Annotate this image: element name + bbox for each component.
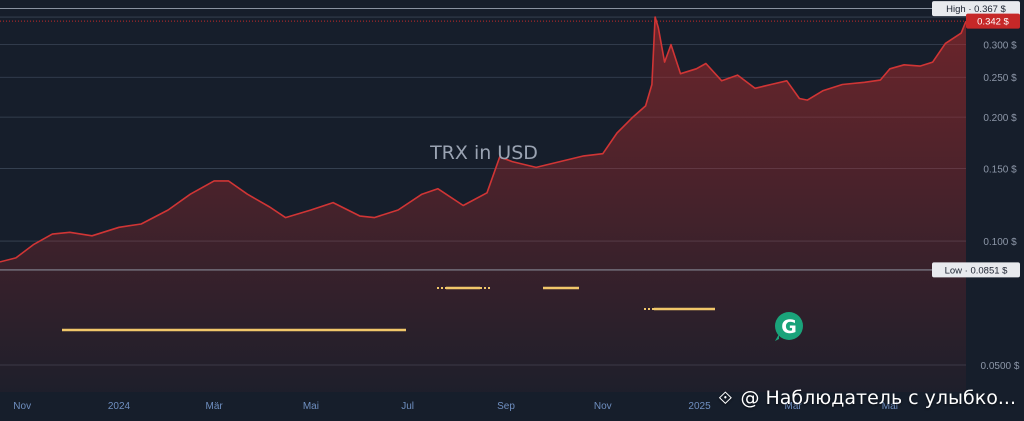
low-label: Low bbox=[945, 265, 963, 276]
current-value: 0.342 $ bbox=[977, 17, 1009, 28]
high-value: 0.367 $ bbox=[974, 4, 1006, 15]
price-badges: High · 0.367 $ 0.342 $ Low · 0.0851 $ bbox=[932, 1, 1020, 278]
current-badge: 0.342 $ bbox=[966, 13, 1020, 29]
x-tick-label: 2025 bbox=[688, 401, 711, 412]
x-tick-label: Mär bbox=[784, 401, 802, 412]
x-tick-label: Sep bbox=[497, 401, 515, 412]
watermark-text: @ Наблюдатель с улыбко... bbox=[740, 387, 1016, 409]
x-tick-label: Nov bbox=[594, 401, 612, 412]
x-tick-label: Mär bbox=[206, 401, 224, 412]
svg-text:G: G bbox=[781, 316, 797, 338]
low-value: 0.0851 $ bbox=[970, 265, 1008, 276]
svg-text:Low · 0.0851: Low · 0.0851 $ bbox=[945, 265, 1009, 276]
high-label: High bbox=[946, 4, 966, 15]
y-axis: 0.0500 $ 0.100 $ 0.150 $ 0.200 $ 0.250 $ 0.30… bbox=[981, 13, 1020, 372]
x-tick-label: 2024 bbox=[108, 401, 131, 412]
high-badge: High · 0.367 $ bbox=[932, 1, 1020, 17]
watermark: ⟐ @ Наблюдатель с улыбко... bbox=[718, 387, 1016, 409]
y-tick-label: 0.150 $ bbox=[983, 165, 1017, 176]
x-tick-label: Nov bbox=[13, 401, 31, 412]
low-badge: Low · 0.0851 $ bbox=[932, 262, 1020, 278]
y-tick-label: 0.0500 $ bbox=[981, 361, 1020, 372]
y-tick-label: 0.300 $ bbox=[983, 41, 1017, 52]
x-tick-label: Jul bbox=[401, 401, 414, 412]
high-current-low-lines bbox=[0, 8, 966, 271]
y-tick-label: 0.250 $ bbox=[983, 73, 1017, 84]
y-tick-label: 0.200 $ bbox=[983, 113, 1017, 124]
g-logo-icon: G bbox=[775, 312, 803, 341]
price-line bbox=[0, 16, 967, 263]
x-axis: Nov 2024 Mär Mai Jul Sep Nov 2025 Mär Mai bbox=[13, 401, 898, 412]
x-tick-label: Mai bbox=[882, 401, 898, 412]
price-area-fill bbox=[0, 17, 966, 392]
y-tick-label: 0.100 $ bbox=[983, 237, 1017, 248]
x-tick-label: Mai bbox=[303, 401, 319, 412]
chart-title: TRX in USD bbox=[429, 142, 538, 164]
svg-text:High · 0.367: High · 0.367 $ bbox=[946, 4, 1006, 15]
highlight-segments bbox=[62, 286, 715, 332]
binance-square-icon: ⟐ bbox=[718, 388, 733, 409]
